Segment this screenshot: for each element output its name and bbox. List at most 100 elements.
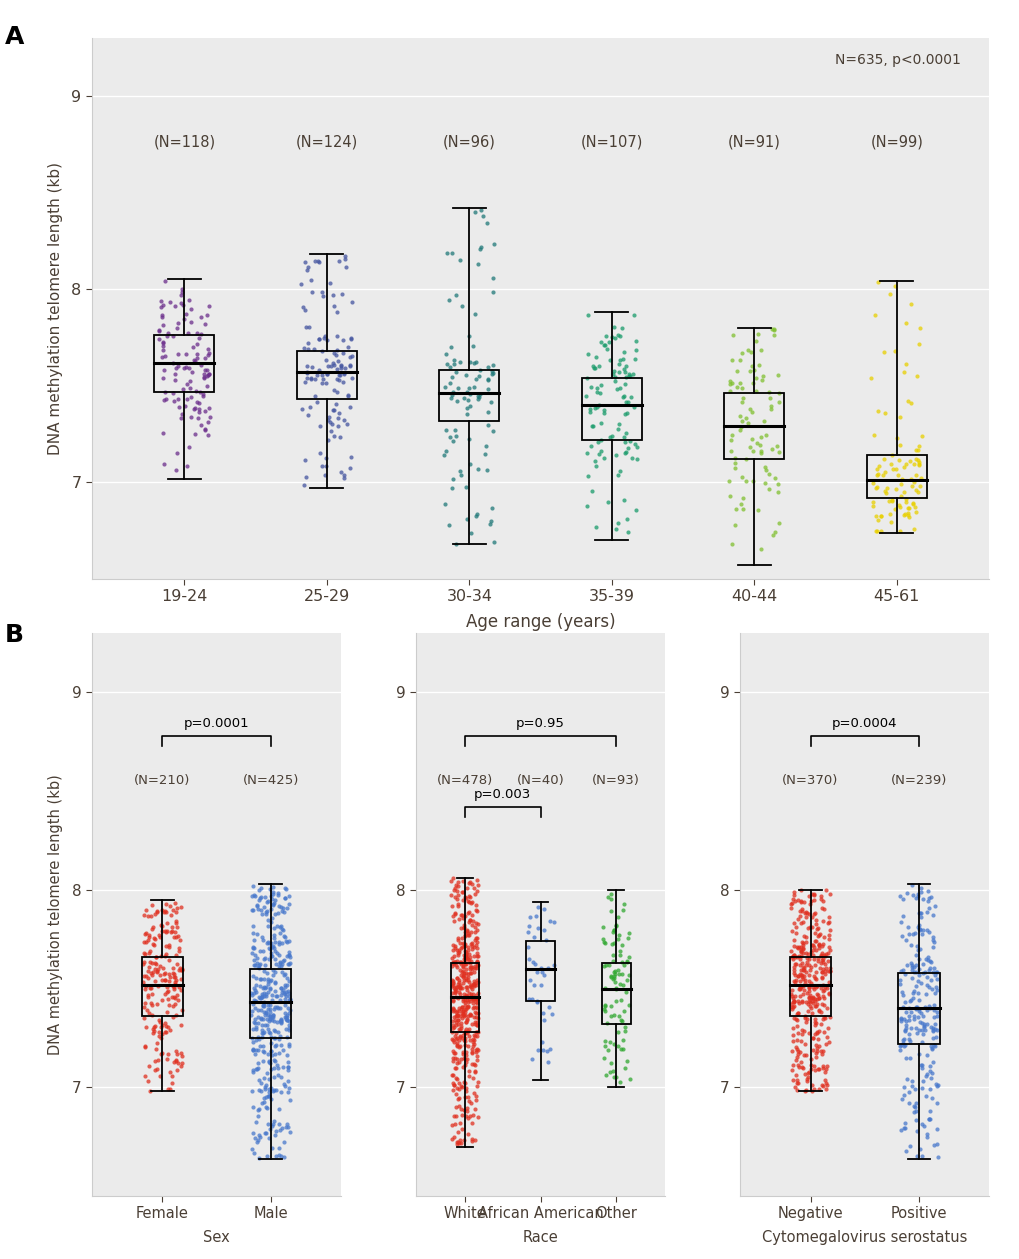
Point: [325, 355, 341, 375]
Text: B: B: [5, 623, 24, 647]
Point: [892, 1011, 908, 1031]
Point: [278, 930, 294, 951]
Point: [457, 998, 473, 1019]
Point: [448, 957, 465, 977]
Point: [172, 408, 189, 428]
Point: [464, 993, 480, 1013]
Point: [446, 1044, 463, 1064]
Point: [866, 305, 882, 325]
Point: [169, 990, 185, 1010]
Point: [159, 1079, 175, 1099]
Point: [314, 340, 330, 360]
Point: [160, 963, 176, 983]
Point: [809, 918, 825, 938]
Point: [864, 472, 880, 492]
Point: [816, 964, 833, 985]
Point: [256, 1092, 272, 1112]
Bar: [450, 963, 479, 1032]
Point: [792, 946, 808, 966]
Point: [162, 923, 178, 943]
Point: [792, 942, 808, 962]
Point: [764, 325, 781, 345]
Point: [264, 1045, 280, 1065]
Point: [455, 918, 472, 938]
Point: [326, 427, 342, 447]
Point: [444, 953, 461, 973]
Point: [462, 910, 478, 930]
Point: [606, 962, 623, 982]
Point: [264, 895, 280, 915]
Point: [914, 1006, 930, 1026]
Point: [463, 951, 479, 971]
Point: [820, 983, 837, 1003]
Point: [540, 1051, 556, 1071]
Point: [271, 944, 287, 964]
Point: [920, 888, 936, 908]
Point: [448, 363, 465, 383]
Point: [147, 958, 163, 978]
Point: [457, 959, 473, 980]
Point: [154, 917, 170, 937]
Point: [301, 317, 317, 337]
Point: [906, 453, 922, 473]
Point: [454, 1058, 471, 1078]
Point: [261, 1119, 277, 1139]
Point: [275, 898, 291, 918]
Point: [867, 476, 883, 496]
Point: [173, 293, 190, 313]
Point: [292, 273, 309, 293]
Point: [245, 1039, 261, 1059]
Point: [175, 359, 192, 379]
Point: [260, 915, 276, 935]
Point: [158, 894, 174, 914]
Point: [255, 996, 271, 1016]
Point: [246, 954, 262, 974]
Point: [275, 1074, 291, 1094]
Point: [444, 935, 461, 956]
Point: [454, 883, 471, 903]
Point: [197, 419, 213, 439]
Point: [272, 1146, 288, 1166]
Point: [136, 943, 152, 963]
Point: [262, 899, 278, 919]
Point: [613, 934, 630, 954]
Point: [458, 954, 474, 974]
Point: [278, 1045, 294, 1065]
Point: [609, 466, 626, 486]
Point: [455, 915, 472, 935]
Point: [309, 392, 325, 412]
Point: [251, 1148, 267, 1168]
Point: [443, 948, 460, 968]
Point: [910, 436, 926, 456]
Point: [800, 977, 816, 997]
Point: [258, 901, 274, 922]
Point: [447, 1084, 464, 1104]
Point: [159, 920, 175, 940]
Point: [866, 520, 882, 540]
Point: [814, 899, 830, 919]
Point: [609, 512, 626, 533]
Point: [142, 1080, 158, 1100]
Point: [267, 1121, 283, 1141]
Point: [814, 891, 830, 912]
Point: [271, 952, 287, 972]
Point: [903, 1076, 919, 1097]
Point: [605, 1034, 622, 1054]
Point: [269, 903, 285, 923]
Point: [609, 929, 626, 949]
Point: [448, 881, 465, 901]
Point: [594, 917, 610, 937]
Point: [606, 972, 623, 992]
Point: [339, 336, 356, 356]
Point: [907, 1093, 923, 1113]
Point: [595, 400, 611, 421]
Point: [783, 985, 799, 1005]
Point: [160, 990, 176, 1010]
Point: [485, 234, 501, 254]
Point: [189, 324, 205, 344]
Point: [810, 988, 826, 1008]
Point: [459, 948, 475, 968]
Point: [256, 1022, 272, 1042]
Point: [595, 932, 611, 952]
Point: [263, 1115, 279, 1136]
